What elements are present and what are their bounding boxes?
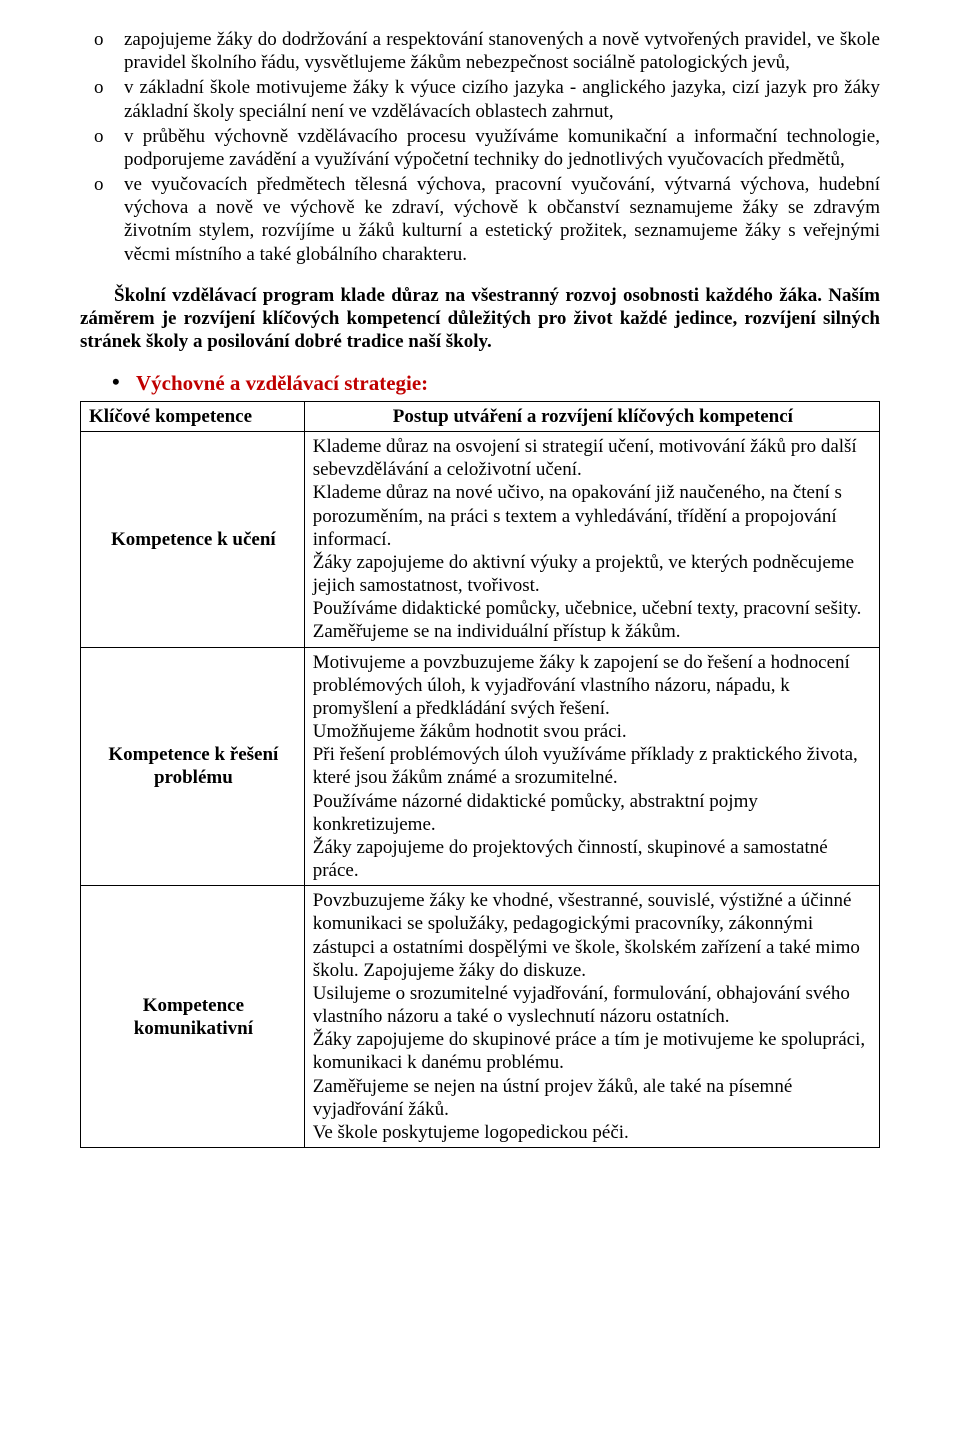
competencies-table: Klíčové kompetence Postup utváření a roz… <box>80 401 880 1148</box>
section-heading: Výchovné a vzdělávací strategie: <box>80 371 880 397</box>
list-item: ve vyučovacích předmětech tělesná výchov… <box>80 173 880 266</box>
table-header-left: Klíčové kompetence <box>81 401 305 431</box>
list-item: v průběhu výchovně vzdělávacího procesu … <box>80 125 880 171</box>
table-header-row: Klíčové kompetence Postup utváření a roz… <box>81 401 880 431</box>
intro-bullet-list: zapojujeme žáky do dodržování a respekto… <box>80 28 880 266</box>
competence-content: Klademe důraz na osvojení si strategií u… <box>304 432 879 648</box>
competence-label: Kompetence k řešení problému <box>81 647 305 886</box>
competence-label: Kompetence k učení <box>81 432 305 648</box>
competence-content: Motivujeme a povzbuzujeme žáky k zapojen… <box>304 647 879 886</box>
table-row: Kompetence k řešení problému Motivujeme … <box>81 647 880 886</box>
list-item: zapojujeme žáky do dodržování a respekto… <box>80 28 880 74</box>
competence-label: Kompetence komunikativní <box>81 886 305 1148</box>
summary-paragraph: Školní vzdělávací program klade důraz na… <box>80 284 880 354</box>
list-item: v základní škole motivujeme žáky k výuce… <box>80 76 880 122</box>
table-header-right: Postup utváření a rozvíjení klíčových ko… <box>304 401 879 431</box>
competence-content: Povzbuzujeme žáky ke vhodné, všestranné,… <box>304 886 879 1148</box>
table-row: Kompetence k učení Klademe důraz na osvo… <box>81 432 880 648</box>
table-row: Kompetence komunikativní Povzbuzujeme žá… <box>81 886 880 1148</box>
